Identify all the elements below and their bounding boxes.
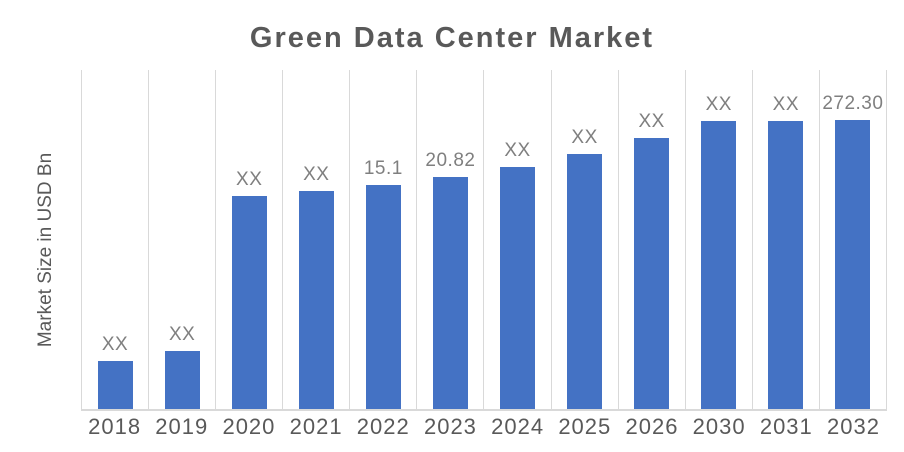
x-axis-label-2018: 2018 bbox=[88, 414, 142, 439]
bar-value-label: XX bbox=[705, 94, 732, 115]
x-axis-label-2020: 2020 bbox=[222, 414, 276, 439]
x-axis: 2018 2019 2020 2021 2022 2023 2024 2025 2026 2030… bbox=[81, 414, 887, 440]
bar-2019 bbox=[164, 351, 200, 409]
x-axis-label-2023: 2023 bbox=[423, 414, 477, 439]
bar-cell: 272.30 bbox=[820, 70, 887, 409]
x-axis-label-2031: 2031 bbox=[759, 414, 813, 439]
bar-cell: XX bbox=[82, 70, 150, 409]
x-axis-label-2032: 2032 bbox=[827, 414, 880, 439]
bar-cell: 20.82 bbox=[417, 70, 485, 409]
plot-area: XX XX XX XX 15.1 20.82 XX XX XX XX XX bbox=[81, 70, 887, 411]
x-axis-label-2025: 2025 bbox=[558, 414, 612, 439]
chart-title: Green Data Center Market bbox=[249, 22, 655, 54]
bar-2018 bbox=[97, 361, 133, 409]
bar-2020 bbox=[231, 196, 267, 409]
bar-cell: XX bbox=[686, 70, 753, 409]
bar-2022 bbox=[365, 185, 401, 409]
bar-2030 bbox=[701, 121, 737, 409]
bar-value-label: 272.30 bbox=[822, 93, 884, 114]
bar-2023 bbox=[432, 177, 468, 409]
bar-value-label: 20.82 bbox=[425, 150, 476, 171]
bar-cell: 15.1 bbox=[350, 70, 418, 409]
bar-value-label: XX bbox=[303, 164, 330, 185]
bar-2032 bbox=[835, 120, 871, 409]
bar-cell: XX bbox=[484, 70, 552, 409]
bar-cell: XX bbox=[149, 70, 217, 409]
bar-cell: XX bbox=[216, 70, 284, 409]
bar-value-label: 15.1 bbox=[363, 158, 403, 179]
bar-2025 bbox=[567, 154, 603, 409]
x-axis-label-2030: 2030 bbox=[692, 414, 746, 439]
bar-2031 bbox=[768, 121, 804, 409]
bar-value-label: XX bbox=[168, 324, 196, 345]
bar-value-label: XX bbox=[504, 140, 531, 161]
x-axis-label-2026: 2026 bbox=[625, 414, 679, 439]
bar-value-label: XX bbox=[571, 127, 598, 148]
bar-cell: XX bbox=[753, 70, 820, 409]
x-axis-label-2022: 2022 bbox=[356, 414, 410, 439]
bar-value-label: XX bbox=[236, 169, 263, 190]
bar-cell: XX bbox=[283, 70, 351, 409]
bar-2024 bbox=[500, 167, 535, 409]
y-axis-label: Market Size in USD Bn bbox=[35, 152, 56, 348]
bar-2026 bbox=[634, 138, 670, 409]
bar-cell: XX bbox=[619, 70, 686, 409]
x-axis-label-2019: 2019 bbox=[155, 414, 209, 439]
bar-value-label: XX bbox=[101, 334, 129, 355]
bar-cell: XX bbox=[552, 70, 619, 409]
x-axis-label-2024: 2024 bbox=[491, 414, 545, 439]
x-axis-label-2021: 2021 bbox=[289, 414, 343, 439]
bar-value-label: XX bbox=[638, 111, 665, 132]
bar-2021 bbox=[298, 191, 334, 409]
bar-value-label: XX bbox=[772, 94, 799, 115]
